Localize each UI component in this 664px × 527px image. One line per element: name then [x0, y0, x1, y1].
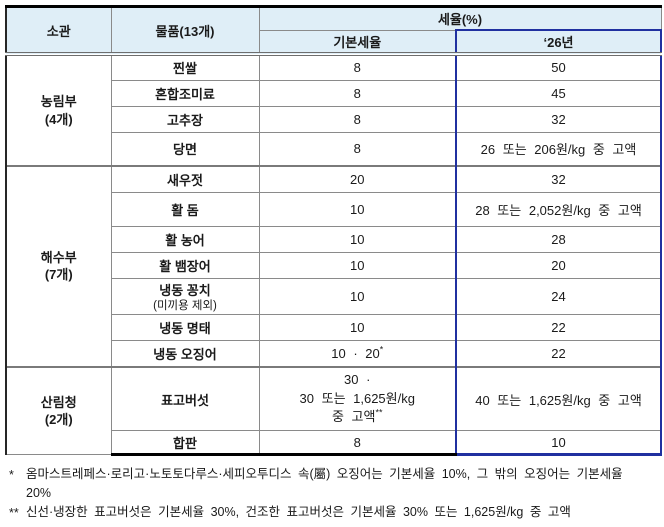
item-cell: 새우젓	[110, 165, 260, 193]
item-cell: 활 돔	[110, 191, 260, 227]
year26-cell: 32	[454, 105, 663, 133]
year26-cell: 28	[454, 225, 663, 253]
footnote-ref-2: **	[375, 408, 383, 419]
base-rate-cell: 8	[258, 430, 457, 457]
header-base-rate: 기본세율	[258, 29, 457, 56]
item-cell: 표고버섯	[110, 365, 260, 432]
table-row: 농림부 (4개) 찐쌀 8 50	[5, 53, 663, 167]
table-row: 활 돔 10 28 또는 2,052원/kg 중 고액	[6, 191, 663, 227]
tariff-table: 소관 물품(13개) 세율(%) 기본세율 ‘26년 농림부 (4개) 찐쌀 8…	[5, 5, 663, 457]
group-name-forestry: 산림청 (2개)	[5, 365, 112, 456]
item-cell: 냉동 오징어	[110, 340, 260, 368]
year26-cell: 24	[454, 277, 663, 316]
year26-cell: 22	[454, 314, 663, 342]
footnote-ref-1: *	[379, 344, 384, 355]
year26-cell: 20	[454, 251, 663, 279]
base-rate-cell: 10 · 20*	[258, 340, 457, 368]
header-year26: ‘26년	[454, 29, 663, 56]
table-row: 혼합조미료 8 45	[6, 79, 663, 107]
item-cell: 냉동 명태	[110, 314, 260, 342]
footnote-squid: * 옴마스트레페스·로리고·노토토다루스·세피오투디스 속(屬) 오징어는 기본…	[9, 467, 623, 501]
base-rate-cell: 8	[258, 131, 457, 167]
year26-cell: 45	[454, 79, 663, 107]
header-rate-group: 세율(%)	[258, 5, 662, 31]
item-cell: 냉동 꽁치 (미끼용 제외)	[110, 277, 260, 316]
footnote-mushroom: ** 신선·냉장한 표고버섯은 기본세율 30%, 건조한 표고버섯은 기본세율…	[9, 503, 658, 523]
base-rate-cell: 20	[258, 165, 457, 193]
item-subnote: (미끼용 제외)	[153, 299, 217, 312]
year26-cell: 50	[454, 53, 663, 81]
table-row: 활 뱀장어 10 20	[6, 251, 663, 279]
table-row: 산림청 (2개) 표고버섯 30 · 30 또는 1,625원/kg 중 고액*…	[5, 365, 663, 456]
base-rate-cell: 8	[258, 105, 457, 133]
base-rate-cell: 30 · 30 또는 1,625원/kg 중 고액**	[258, 365, 457, 432]
footnote-marker: *	[9, 468, 14, 483]
base-rate-cell: 10	[258, 251, 457, 279]
item-cell: 합판	[110, 430, 260, 457]
item-cell: 고추장	[110, 105, 260, 133]
table-row: 냉동 꽁치 (미끼용 제외) 10 24	[6, 277, 663, 316]
footnote-marker: **	[9, 505, 19, 520]
base-rate-cell: 8	[258, 53, 457, 81]
header-item-count: 물품(13개)	[110, 5, 260, 56]
table-row: 냉동 명태 10 22	[6, 314, 663, 342]
header-jurisdiction: 소관	[5, 5, 112, 56]
year26-cell: 28 또는 2,052원/kg 중 고액	[454, 191, 663, 227]
year26-cell: 40 또는 1,625원/kg 중 고액	[454, 365, 663, 432]
table-row: 합판 8 10	[6, 430, 663, 457]
year26-cell: 10	[454, 430, 663, 457]
year26-cell: 32	[454, 165, 663, 193]
item-cell: 활 뱀장어	[110, 251, 260, 279]
item-cell: 활 농어	[110, 225, 260, 253]
item-cell: 찐쌀	[110, 53, 260, 81]
base-rate-cell: 8	[258, 79, 457, 107]
base-rate-cell: 10	[258, 314, 457, 342]
year26-cell: 22	[454, 340, 663, 368]
group-name-oceans: 해수부 (7개)	[5, 165, 112, 368]
table-row: 해수부 (7개) 새우젓 20 32	[5, 165, 663, 368]
year26-cell: 26 또는 206원/kg 중 고액	[454, 131, 663, 167]
item-cell: 당면	[110, 131, 260, 167]
table-row: 활 농어 10 28	[6, 225, 663, 253]
footnotes: * 옴마스트레페스·로리고·노토토다루스·세피오투디스 속(屬) 오징어는 기본…	[5, 456, 660, 522]
group-name-agriculture: 농림부 (4개)	[5, 53, 112, 167]
item-cell: 혼합조미료	[110, 79, 260, 107]
base-rate-cell: 10	[258, 277, 457, 316]
base-rate-cell: 10	[258, 225, 457, 253]
base-rate-cell: 10	[258, 191, 457, 227]
